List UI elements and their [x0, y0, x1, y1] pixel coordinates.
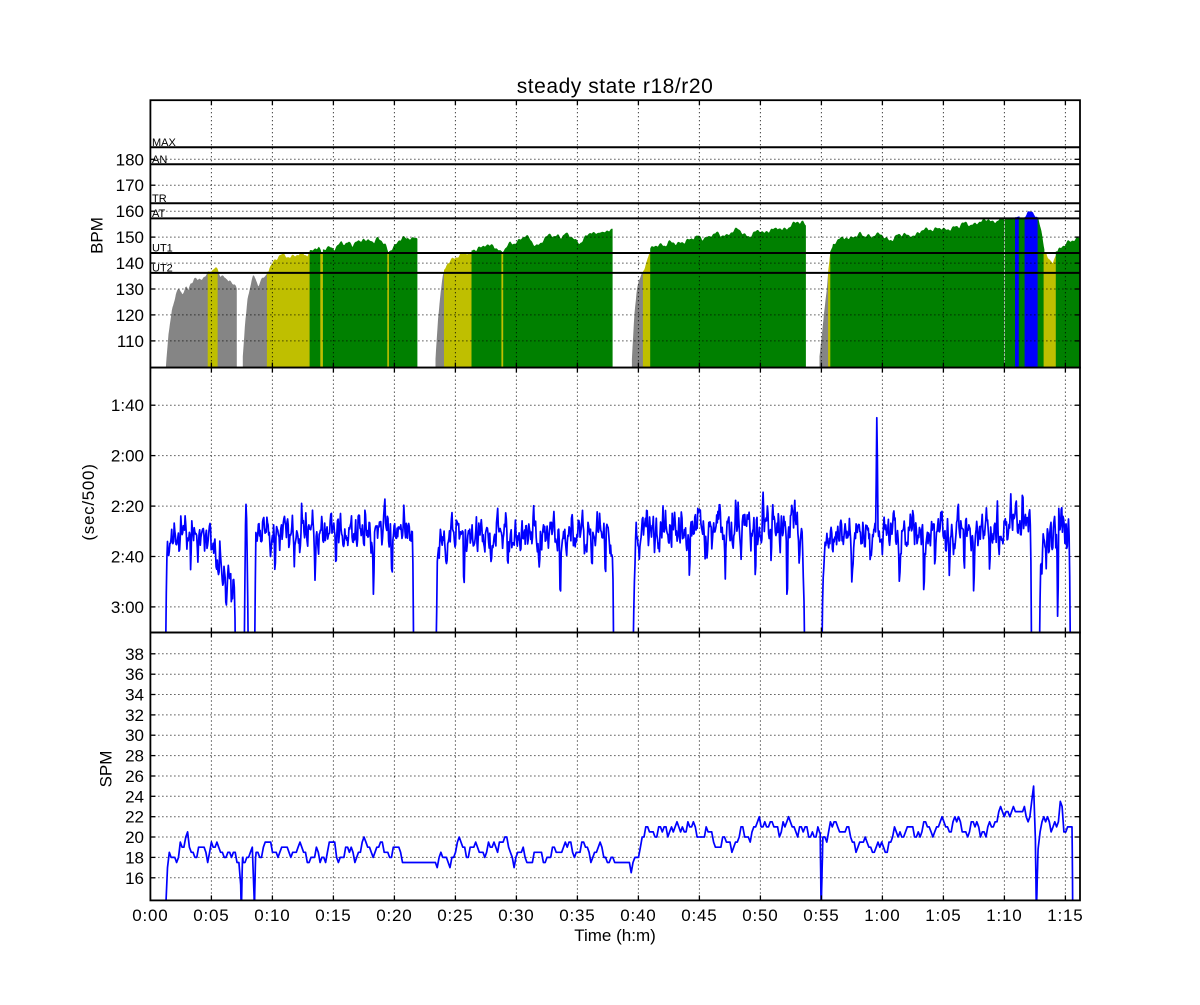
svg-text:UT1: UT1 [152, 243, 173, 255]
svg-text:1:05: 1:05 [925, 906, 961, 925]
svg-text:38: 38 [125, 645, 144, 664]
svg-text:0:50: 0:50 [742, 906, 778, 925]
svg-text:0:15: 0:15 [315, 906, 351, 925]
svg-text:150: 150 [116, 228, 144, 247]
svg-text:24: 24 [125, 787, 144, 806]
svg-text:AN: AN [152, 154, 167, 166]
svg-text:160: 160 [116, 202, 144, 221]
svg-text:34: 34 [125, 686, 144, 705]
svg-text:TR: TR [152, 193, 167, 205]
svg-text:0:30: 0:30 [498, 906, 534, 925]
svg-text:1:10: 1:10 [986, 906, 1022, 925]
svg-text:0:40: 0:40 [620, 906, 656, 925]
svg-text:26: 26 [125, 767, 144, 786]
svg-text:1:15: 1:15 [1047, 906, 1083, 925]
svg-text:180: 180 [116, 150, 144, 169]
svg-text:28: 28 [125, 747, 144, 766]
svg-text:140: 140 [116, 254, 144, 273]
svg-text:BPM: BPM [88, 217, 107, 254]
svg-text:SPM: SPM [97, 751, 116, 788]
svg-text:0:45: 0:45 [681, 906, 717, 925]
svg-text:170: 170 [116, 176, 144, 195]
svg-text:2:00: 2:00 [111, 447, 144, 466]
svg-text:AT: AT [152, 208, 166, 220]
svg-text:130: 130 [116, 280, 144, 299]
svg-text:1:00: 1:00 [864, 906, 900, 925]
svg-text:20: 20 [125, 828, 144, 847]
svg-text:0:35: 0:35 [559, 906, 595, 925]
svg-text:16: 16 [125, 869, 144, 888]
svg-text:18: 18 [125, 848, 144, 867]
svg-text:2:20: 2:20 [111, 497, 144, 516]
svg-text:0:00: 0:00 [132, 906, 168, 925]
svg-text:32: 32 [125, 706, 144, 725]
svg-text:120: 120 [116, 306, 144, 325]
svg-text:36: 36 [125, 665, 144, 684]
svg-text:0:25: 0:25 [437, 906, 473, 925]
svg-text:1:40: 1:40 [111, 396, 144, 415]
svg-text:3:00: 3:00 [111, 598, 144, 617]
svg-text:0:55: 0:55 [803, 906, 839, 925]
svg-text:Time (h:m): Time (h:m) [574, 926, 656, 945]
svg-text:2:40: 2:40 [111, 548, 144, 567]
svg-text:30: 30 [125, 726, 144, 745]
svg-text:steady state r18/r20: steady state r18/r20 [517, 75, 714, 98]
svg-text:(sec/500): (sec/500) [79, 463, 98, 540]
svg-text:0:10: 0:10 [254, 906, 290, 925]
svg-text:0:20: 0:20 [376, 906, 412, 925]
svg-text:110: 110 [117, 332, 144, 351]
svg-text:MAX: MAX [152, 137, 177, 149]
svg-text:0:05: 0:05 [193, 906, 229, 925]
svg-text:22: 22 [125, 808, 144, 827]
svg-text:UT2: UT2 [152, 263, 173, 275]
